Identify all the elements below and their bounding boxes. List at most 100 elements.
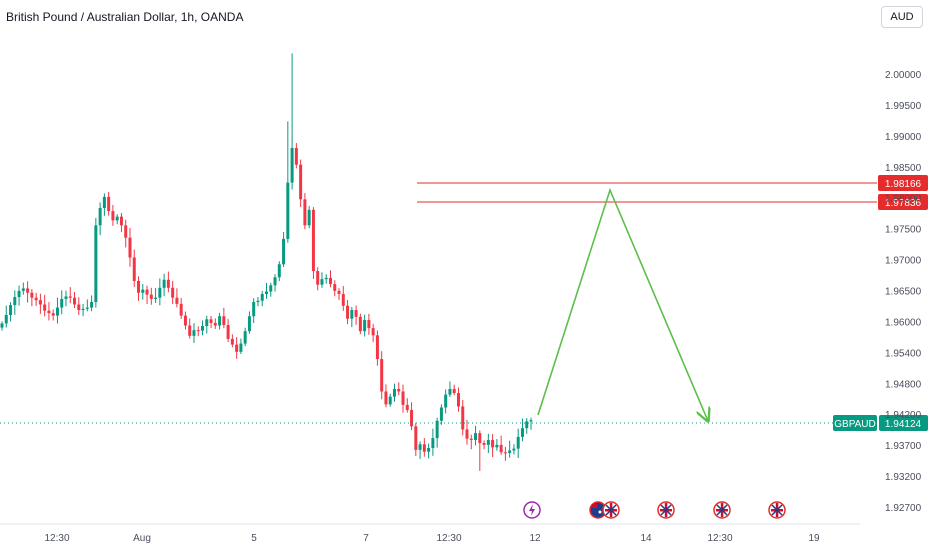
candle-body bbox=[469, 438, 473, 440]
time-tick-label: 7 bbox=[363, 533, 369, 544]
candle-body bbox=[337, 290, 341, 294]
candle-body bbox=[21, 288, 25, 291]
candle-body bbox=[452, 388, 456, 394]
price-tick-label: 1.97500 bbox=[885, 225, 922, 236]
time-tick-label: 12:30 bbox=[44, 533, 69, 544]
candle-body bbox=[388, 396, 392, 405]
candle-body bbox=[380, 359, 384, 392]
candle-body bbox=[9, 305, 13, 316]
current-price-tag bbox=[879, 415, 928, 431]
candle-body bbox=[183, 315, 187, 326]
uk-flag-icon[interactable] bbox=[657, 501, 675, 519]
candle-body bbox=[115, 216, 119, 221]
candle-body bbox=[98, 207, 102, 226]
candle-body bbox=[427, 447, 431, 452]
candle-body bbox=[247, 316, 251, 332]
candle-body bbox=[26, 288, 30, 293]
uk-flag-diag-b bbox=[716, 504, 728, 516]
candle-body bbox=[243, 331, 247, 344]
candle-body bbox=[299, 164, 303, 200]
candle-body bbox=[439, 407, 443, 421]
time-axis[interactable]: 12:30 Aug 5 7 12:30 12 14 12:30 19 bbox=[0, 523, 860, 544]
candle-body bbox=[273, 277, 277, 286]
candle-body bbox=[265, 291, 268, 294]
event-markers bbox=[523, 501, 786, 519]
candle-body bbox=[503, 452, 507, 454]
candle-body bbox=[196, 330, 200, 332]
candle-body bbox=[102, 196, 106, 208]
candles-group bbox=[0, 53, 533, 471]
level-price-label: 1.97836 bbox=[885, 198, 922, 209]
candle-body bbox=[431, 438, 435, 448]
candle-body bbox=[64, 296, 68, 299]
candle-body bbox=[111, 211, 115, 221]
uk-flag-diag-b bbox=[771, 504, 783, 516]
candle-body bbox=[354, 310, 358, 317]
price-tick-label: 1.94800 bbox=[885, 379, 922, 390]
lightning-icon[interactable] bbox=[523, 501, 541, 519]
candle-body bbox=[358, 316, 362, 332]
candle-body bbox=[465, 429, 469, 439]
uk-flag-icon[interactable] bbox=[713, 501, 731, 519]
candle-body bbox=[422, 444, 426, 452]
candle-body bbox=[286, 182, 290, 239]
candle-body bbox=[188, 325, 192, 336]
candle-body bbox=[201, 326, 205, 331]
candle-body bbox=[179, 303, 183, 316]
candle-body bbox=[482, 443, 486, 445]
price-tick-label: 1.94200 bbox=[885, 410, 922, 421]
level-price-tag bbox=[878, 194, 928, 210]
candle-body bbox=[90, 302, 94, 308]
time-tick-label: 5 bbox=[251, 533, 257, 544]
candle-body bbox=[444, 394, 448, 408]
candle-body bbox=[137, 280, 141, 293]
price-tick-label: 1.96000 bbox=[885, 317, 922, 328]
candle-body bbox=[85, 307, 89, 309]
price-axis[interactable]: 2.00000 1.99500 1.99000 1.98500 1.98000 1.975… bbox=[885, 70, 922, 514]
candle-body bbox=[328, 277, 332, 285]
price-tick-label: 1.99500 bbox=[885, 101, 922, 112]
candle-body bbox=[239, 343, 243, 352]
candle-body bbox=[324, 277, 328, 280]
price-tick-label: 1.96500 bbox=[885, 287, 922, 298]
candle-body bbox=[192, 330, 196, 336]
candle-body bbox=[508, 450, 512, 453]
candle-body bbox=[397, 388, 401, 392]
australia-flag-star bbox=[598, 510, 602, 514]
uk-flag-icon[interactable] bbox=[602, 501, 620, 519]
candle-body bbox=[94, 225, 98, 303]
candle-body bbox=[107, 196, 111, 212]
candle-body bbox=[230, 338, 234, 345]
price-tick-label: 1.98500 bbox=[885, 163, 922, 174]
price-tick-label: 2.00000 bbox=[885, 70, 922, 81]
projection-group bbox=[537, 187, 708, 421]
candle-body bbox=[294, 147, 298, 165]
candle-body bbox=[486, 439, 490, 445]
candle-body bbox=[0, 323, 4, 328]
candle-body bbox=[132, 257, 136, 281]
uk-flag-icon[interactable] bbox=[768, 501, 786, 519]
symbol-tag bbox=[833, 415, 877, 431]
candle-body bbox=[448, 388, 452, 395]
candle-body bbox=[141, 289, 145, 293]
australia-flag-icon[interactable] bbox=[589, 501, 607, 519]
candle-body bbox=[13, 297, 17, 306]
candle-body bbox=[47, 310, 51, 314]
candle-body bbox=[149, 294, 153, 299]
candle-body bbox=[154, 297, 158, 299]
candle-body bbox=[333, 284, 337, 291]
candle-body bbox=[77, 304, 81, 311]
candle-body bbox=[68, 296, 72, 298]
candle-body bbox=[43, 304, 47, 311]
candle-body bbox=[209, 319, 213, 323]
time-tick-label: 12 bbox=[529, 533, 541, 544]
candle-body bbox=[158, 287, 162, 298]
currency-button[interactable]: AUD bbox=[881, 6, 923, 28]
candle-body bbox=[375, 335, 379, 360]
candle-body bbox=[384, 391, 388, 405]
price-tick-label: 1.93700 bbox=[885, 441, 922, 452]
candle-body bbox=[418, 444, 422, 450]
projection-path bbox=[537, 187, 708, 421]
candle-body bbox=[213, 322, 217, 326]
